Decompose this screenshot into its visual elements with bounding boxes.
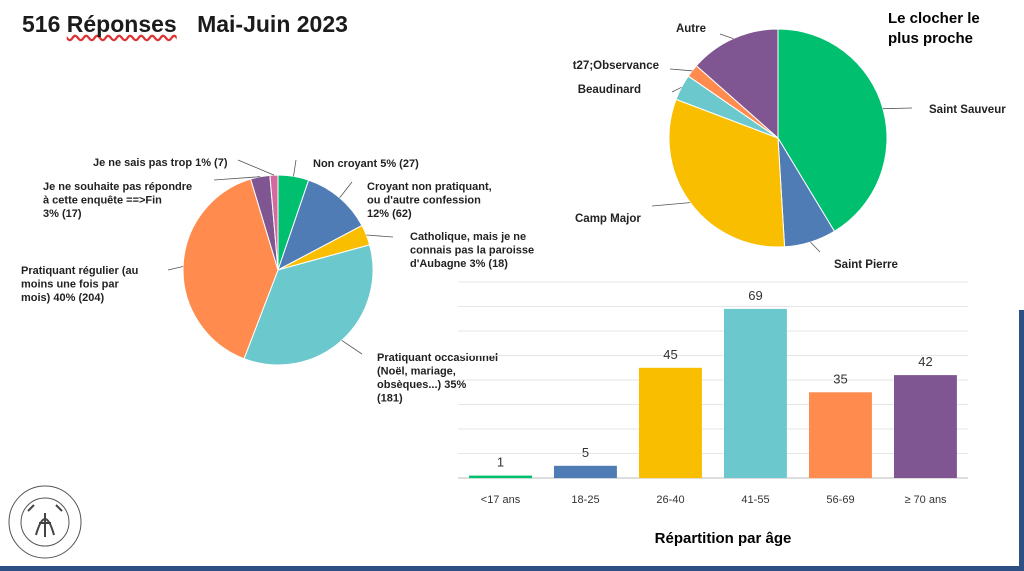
practice-pie-leader-6 — [237, 159, 275, 176]
church-pie-label-3: Beaudinard — [578, 84, 641, 96]
age-bar-value-3: 69 — [748, 288, 762, 303]
age-bar-value-4: 35 — [833, 371, 847, 386]
age-bar-value-5: 42 — [918, 354, 932, 369]
age-bar-tick-5: ≥ 70 ans — [904, 494, 947, 506]
age-bar-value-2: 45 — [663, 347, 677, 362]
church-pie-label-5: Autre — [676, 23, 706, 35]
practice-pie-label-1: Croyant non pratiquant, ou d'autre confes… — [367, 181, 492, 220]
age-bar-1 — [554, 465, 617, 479]
church-pie-leader-0 — [882, 107, 913, 110]
response-count: 516 — [22, 11, 61, 37]
response-word: Réponses — [66, 11, 177, 37]
age-bar-tick-0: <17 ans — [481, 494, 521, 506]
church-pie-slice-5 — [695, 28, 779, 140]
church-pie-leader-2 — [651, 202, 691, 207]
practice-pie-leader-2 — [366, 234, 394, 238]
age-bar-tick-1: 18-25 — [571, 494, 599, 506]
survey-period: Mai-Juin 2023 — [197, 11, 348, 37]
logo-crosses — [27, 504, 63, 512]
age-bar-tick-4: 56-69 — [826, 494, 854, 506]
age-bar-3 — [724, 308, 787, 478]
practice-pie-label-2: Catholique, mais je ne connais pas la par… — [410, 231, 534, 270]
practice-pie-label-0: Non croyant 5% (27) — [313, 158, 419, 170]
church-pie-label-0: Saint Sauveur — [929, 104, 1006, 116]
church-pie-label-1: Saint Pierre — [834, 259, 898, 271]
practice-pie-label-6: Je ne sais pas trop 1% (7) — [93, 157, 228, 169]
frame-bottom-edge — [0, 566, 1024, 571]
frame-right-edge — [1019, 310, 1024, 571]
church-pie-label-2: Camp Major — [575, 213, 641, 225]
age-bar-0 — [469, 475, 532, 479]
church-pie-leader-5 — [719, 33, 734, 39]
practice-pie-leader-1 — [339, 181, 353, 198]
practice-pie-label-3: Pratiquant occasionnel (Noël, mariage, obs… — [377, 352, 498, 405]
age-bar-4 — [809, 392, 872, 479]
practice-pie-slice-1 — [277, 179, 363, 272]
logo-inner-ring — [20, 497, 70, 547]
church-pie-leader-3 — [671, 86, 682, 93]
church-pie-slice-0 — [777, 28, 888, 232]
practice-pie-leader-5 — [213, 176, 261, 181]
age-bar-tick-2: 26-40 — [656, 494, 684, 506]
practice-pie-leader-0 — [293, 159, 297, 177]
church-pie-title: Le clocher le plus proche — [888, 10, 980, 47]
practice-pie-label-4: Pratiquant régulier (au moins une fois pa… — [21, 265, 138, 304]
slide-title: 516 Réponses Mai-Juin 2023 — [22, 11, 348, 38]
church-pie-leader-4 — [669, 68, 693, 72]
practice-pie-label-5: Je ne souhaite pas répondre à cette enquê… — [43, 181, 192, 220]
practice-pie-leader-4 — [167, 266, 184, 271]
church-pie-leader-1 — [810, 241, 821, 253]
age-bar-tick-3: 41-55 — [741, 494, 769, 506]
church-pie-label-4: t27;Observance — [573, 60, 659, 72]
age-bar-5 — [894, 375, 957, 478]
parish-logo — [8, 485, 82, 559]
logo-figure — [35, 513, 55, 537]
church-pie-slice-2 — [668, 98, 786, 248]
age-bar-value-0: 1 — [497, 455, 504, 470]
age-bar-2 — [639, 367, 702, 479]
logo-ring — [8, 485, 82, 559]
age-bar-title: Répartition par âge — [655, 530, 792, 547]
practice-pie-leader-3 — [341, 340, 363, 355]
age-bar-value-1: 5 — [582, 445, 589, 460]
